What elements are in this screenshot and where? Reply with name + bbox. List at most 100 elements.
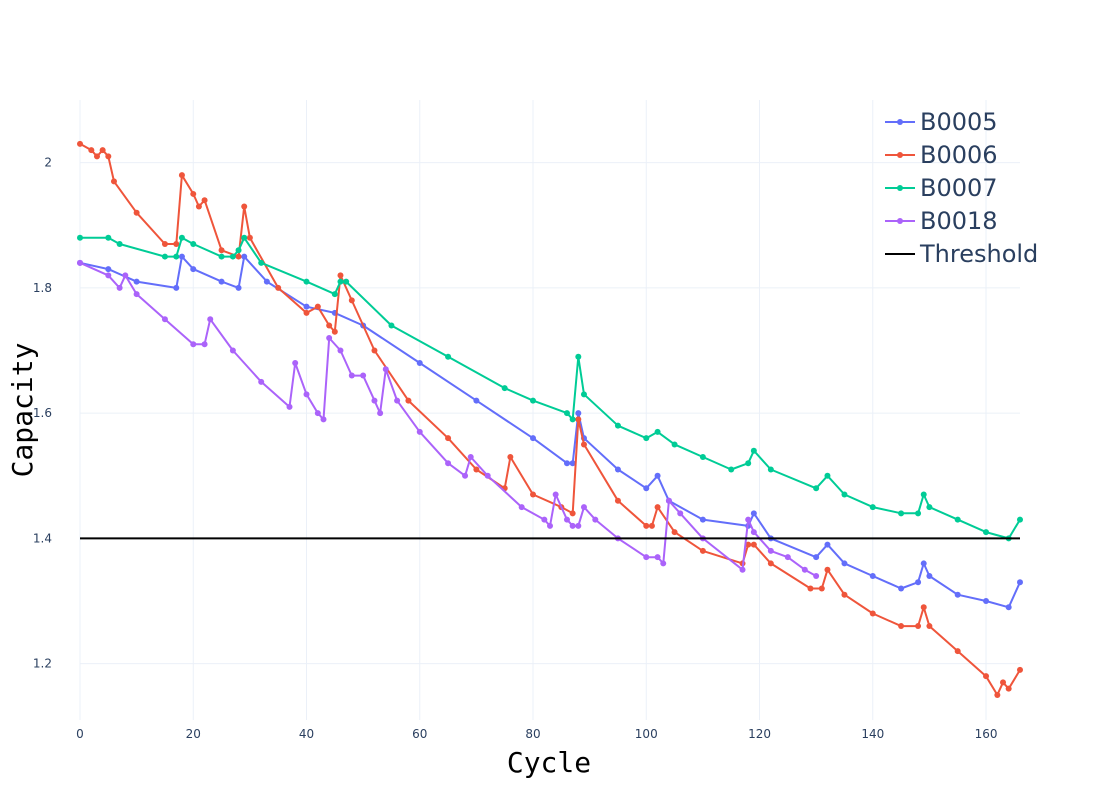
data-point-b0005 xyxy=(699,516,706,523)
data-point-b0006 xyxy=(445,435,452,442)
x-tick-label: 40 xyxy=(299,727,314,741)
series-line-b0006 xyxy=(79,142,1021,696)
data-point-b0006 xyxy=(473,466,480,473)
data-point-b0006 xyxy=(575,416,582,423)
data-point-b0006 xyxy=(93,153,100,160)
data-point-b0007 xyxy=(1017,516,1023,523)
legend-item-b0018[interactable]: B0018 xyxy=(885,207,998,235)
data-point-b0007 xyxy=(728,466,735,473)
data-point-b0006 xyxy=(133,209,140,216)
data-point-b0005 xyxy=(920,560,927,567)
data-point-b0006 xyxy=(1005,685,1012,692)
x-tick-label: 120 xyxy=(748,727,771,741)
data-point-b0018 xyxy=(286,403,293,410)
data-point-b0007 xyxy=(161,253,168,260)
data-point-b0018 xyxy=(394,397,401,404)
data-point-b0007 xyxy=(303,278,310,285)
data-point-b0007 xyxy=(869,504,876,511)
series-b0007 xyxy=(77,234,1023,542)
data-point-b0005 xyxy=(190,266,197,273)
legend-marker-b0007 xyxy=(897,185,903,191)
data-point-b0007 xyxy=(337,278,344,285)
data-point-b0007 xyxy=(813,485,820,492)
data-point-b0007 xyxy=(898,510,905,517)
legend-item-b0006[interactable]: B0006 xyxy=(885,141,998,169)
data-point-b0006 xyxy=(173,241,180,248)
data-point-b0007 xyxy=(745,460,752,467)
data-point-b0005 xyxy=(133,278,140,285)
data-point-b0007 xyxy=(343,278,350,285)
x-tick-label: 20 xyxy=(186,727,201,741)
legend-label-b0006: B0006 xyxy=(920,141,998,169)
data-point-b0005 xyxy=(303,303,310,310)
data-point-b0006 xyxy=(767,560,774,567)
data-point-b0005 xyxy=(473,397,480,404)
data-point-b0018 xyxy=(484,472,491,479)
data-point-b0005 xyxy=(614,466,621,473)
data-point-b0018 xyxy=(677,510,684,517)
data-point-b0006 xyxy=(750,541,757,548)
data-point-b0018 xyxy=(745,516,752,523)
y-tick-label: 1.2 xyxy=(33,657,52,671)
grid-lines xyxy=(79,100,1020,720)
legend-label-threshold: Threshold xyxy=(919,240,1038,268)
data-point-b0018 xyxy=(377,410,384,417)
data-point-b0018 xyxy=(739,566,746,573)
data-point-b0006 xyxy=(983,673,990,680)
data-point-b0005 xyxy=(915,579,922,586)
data-point-b0006 xyxy=(337,272,344,279)
data-point-b0005 xyxy=(563,460,570,467)
data-point-b0007 xyxy=(241,234,248,241)
data-point-b0007 xyxy=(841,491,848,498)
data-point-b0007 xyxy=(235,247,242,254)
legend-item-threshold[interactable]: Threshold xyxy=(885,240,1038,268)
x-tick-label: 100 xyxy=(635,727,658,741)
legend[interactable]: B0005 B0006 B0007 B0018 Threshold xyxy=(885,108,1038,268)
data-point-b0007 xyxy=(178,234,185,241)
data-point-b0006 xyxy=(614,497,621,504)
legend-label-b0005: B0005 xyxy=(920,108,998,136)
data-point-b0018 xyxy=(541,516,548,523)
y-tick-label: 1.6 xyxy=(33,406,52,420)
x-tick-label: 160 xyxy=(975,727,998,741)
data-point-b0018 xyxy=(122,272,129,279)
series-layer xyxy=(77,140,1023,698)
data-point-b0006 xyxy=(915,623,922,630)
legend-item-b0007[interactable]: B0007 xyxy=(885,174,998,202)
data-point-b0005 xyxy=(824,541,831,548)
data-point-b0005 xyxy=(569,460,576,467)
data-point-b0006 xyxy=(331,328,338,335)
data-point-b0006 xyxy=(178,172,185,179)
data-point-b0005 xyxy=(898,585,905,592)
data-point-b0007 xyxy=(920,491,927,498)
data-point-b0007 xyxy=(671,441,678,448)
data-point-b0018 xyxy=(580,504,587,511)
data-point-b0006 xyxy=(841,591,848,598)
data-point-b0018 xyxy=(750,529,757,536)
data-point-b0006 xyxy=(88,147,95,154)
y-axis-ticks: 1.2 1.4 1.6 1.8 2 xyxy=(33,156,52,671)
data-point-b0018 xyxy=(314,410,321,417)
data-point-b0018 xyxy=(801,566,808,573)
data-point-b0005 xyxy=(178,253,185,260)
data-point-b0005 xyxy=(926,572,933,579)
data-point-b0007 xyxy=(954,516,961,523)
data-point-b0018 xyxy=(133,291,140,298)
data-point-b0018 xyxy=(665,497,672,504)
data-point-b0006 xyxy=(303,309,310,316)
data-point-b0007 xyxy=(563,410,570,417)
data-point-b0018 xyxy=(190,341,197,348)
y-tick-label: 1.4 xyxy=(33,531,52,545)
data-point-b0018 xyxy=(371,397,378,404)
data-point-b0006 xyxy=(807,585,814,592)
data-point-b0006 xyxy=(824,566,831,573)
data-point-b0005 xyxy=(416,360,423,367)
data-point-b0007 xyxy=(654,428,661,435)
legend-item-b0005[interactable]: B0005 xyxy=(885,108,998,136)
data-point-b0018 xyxy=(382,366,389,373)
data-point-b0005 xyxy=(530,435,537,442)
data-point-b0005 xyxy=(218,278,225,285)
data-point-b0006 xyxy=(994,691,1001,698)
data-point-b0006 xyxy=(745,541,752,548)
data-point-b0006 xyxy=(105,153,112,160)
